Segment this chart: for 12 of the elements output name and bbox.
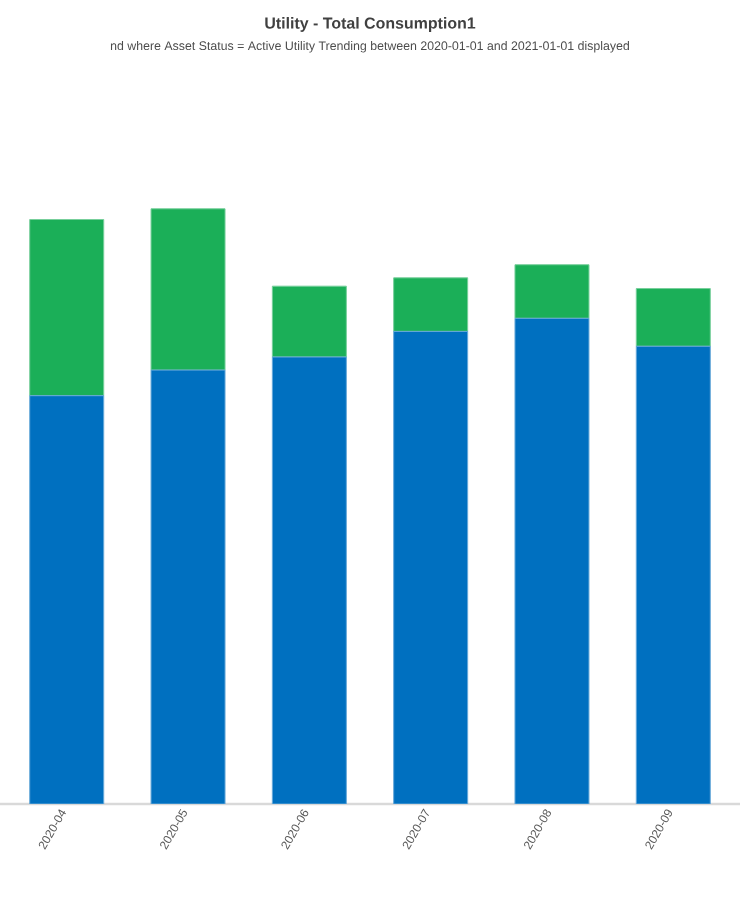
bar: [29, 219, 105, 397]
bar: [271, 356, 347, 804]
bar: [150, 369, 226, 804]
bar: [150, 208, 226, 371]
bar: [271, 285, 347, 358]
bar: [393, 330, 469, 804]
bar: [635, 288, 711, 347]
bar: [393, 277, 469, 332]
bar: [514, 317, 590, 804]
bar: [635, 345, 711, 804]
bar: [29, 395, 105, 804]
bar: [514, 264, 590, 319]
